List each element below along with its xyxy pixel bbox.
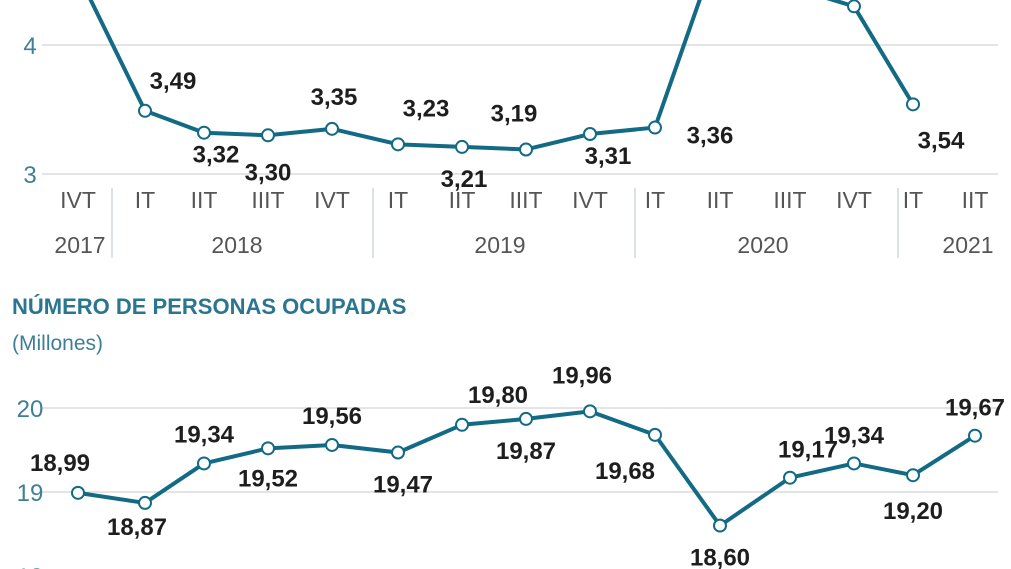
data-point bbox=[325, 121, 339, 136]
chart-subtitle: (Millones) bbox=[12, 332, 103, 355]
x-tick-label: IT bbox=[388, 187, 408, 213]
y-tick-label: 4 bbox=[23, 33, 36, 60]
data-point bbox=[197, 125, 211, 140]
data-label: 3,30 bbox=[245, 159, 292, 186]
data-point bbox=[783, 470, 797, 485]
data-label: 3,35 bbox=[311, 84, 358, 111]
data-label: 19,20 bbox=[883, 498, 943, 525]
data-point bbox=[391, 445, 405, 460]
x-tick-label: IT bbox=[903, 187, 923, 213]
x-year-label: 2017 bbox=[54, 232, 105, 258]
data-point bbox=[197, 456, 211, 471]
x-tick-label: IVT bbox=[314, 187, 350, 213]
data-label: 18,60 bbox=[690, 545, 750, 569]
data-label: 19,17 bbox=[778, 437, 838, 464]
data-point bbox=[138, 103, 152, 118]
data-label: 18,87 bbox=[107, 514, 167, 541]
data-point bbox=[261, 441, 275, 456]
data-point bbox=[583, 127, 597, 142]
data-point bbox=[968, 428, 982, 443]
y-tick-label: 20 bbox=[17, 396, 44, 423]
chart-title: NÚMERO DE PERSONAS OCUPADAS bbox=[12, 294, 406, 319]
unemployed-chart: 3 4 3,49 3,323,30 3,35 3,23 3,21 3,19 3,31 3,36 3,… bbox=[23, 0, 998, 193]
data-point bbox=[519, 411, 533, 426]
data-point bbox=[906, 468, 920, 483]
data-label: 3,32 bbox=[193, 142, 240, 169]
data-point bbox=[519, 142, 533, 157]
data-point bbox=[648, 427, 662, 442]
data-point bbox=[71, 485, 85, 500]
x-tick-label: IVT bbox=[60, 187, 96, 213]
x-tick-label: IIT bbox=[707, 187, 734, 213]
data-point bbox=[138, 495, 152, 510]
x-tick-label: IIT bbox=[449, 187, 476, 213]
x-tick-label: IIIT bbox=[251, 187, 284, 213]
x-tick-label: IIIT bbox=[509, 187, 542, 213]
data-label: 19,87 bbox=[496, 438, 556, 465]
data-label: 18,99 bbox=[30, 450, 90, 477]
data-point bbox=[455, 417, 469, 432]
x-year-label: 2020 bbox=[737, 232, 788, 258]
data-label: 3,54 bbox=[918, 127, 965, 154]
data-point bbox=[847, 456, 861, 471]
y-tick-label: 3 bbox=[23, 162, 36, 189]
data-label: 3,19 bbox=[491, 100, 538, 127]
x-year-label: 2021 bbox=[942, 232, 993, 258]
x-year-label: 2019 bbox=[474, 232, 525, 258]
series-line bbox=[88, 0, 915, 152]
x-tick-label: IIT bbox=[962, 187, 989, 213]
data-label: 19,67 bbox=[945, 395, 1005, 422]
data-label: 3,31 bbox=[585, 143, 632, 170]
x-tick-label: IIT bbox=[191, 187, 218, 213]
data-label: 3,21 bbox=[441, 166, 488, 193]
x-tick-label: IT bbox=[135, 187, 155, 213]
data-label: 19,56 bbox=[302, 403, 362, 430]
data-label: 19,52 bbox=[238, 465, 298, 492]
y-tick-label: 18 bbox=[17, 564, 44, 569]
data-label: 19,80 bbox=[468, 382, 528, 409]
x-tick-label: IIIT bbox=[773, 187, 806, 213]
data-point bbox=[847, 0, 861, 14]
data-label: 19,96 bbox=[552, 362, 612, 389]
x-tick-label: IT bbox=[645, 187, 665, 213]
data-label: 19,68 bbox=[595, 458, 655, 485]
data-label: 3,49 bbox=[150, 68, 197, 95]
x-tick-label: IVT bbox=[572, 187, 608, 213]
y-tick-label: 19 bbox=[17, 480, 44, 507]
data-point bbox=[648, 120, 662, 135]
x-axis: IVT IT IIT IIIT IVT IT IIT IIIT IVT IT IIT IIIT IVT I… bbox=[54, 187, 994, 258]
data-point bbox=[906, 97, 920, 112]
data-point bbox=[455, 139, 469, 154]
data-label: 3,36 bbox=[687, 123, 734, 150]
data-label: 3,23 bbox=[403, 95, 450, 122]
x-tick-label: IVT bbox=[836, 187, 872, 213]
data-point bbox=[713, 518, 727, 533]
data-label: 19,34 bbox=[174, 421, 235, 448]
employed-chart: 18192018,9918,8719,3419,5219,5619,4719,8… bbox=[17, 362, 1005, 569]
data-point bbox=[583, 404, 597, 419]
data-label: 19,47 bbox=[373, 472, 433, 499]
data-point bbox=[391, 137, 405, 152]
x-year-label: 2018 bbox=[211, 232, 262, 258]
data-point bbox=[261, 128, 275, 143]
data-label: 19,34 bbox=[824, 422, 885, 449]
data-point bbox=[325, 437, 339, 452]
